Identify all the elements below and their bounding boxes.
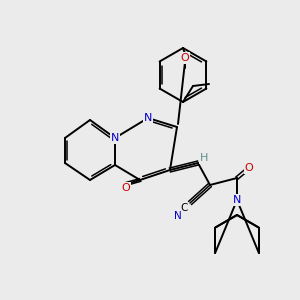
Text: H: H [200,153,208,163]
Text: O: O [181,53,189,63]
Text: O: O [122,183,130,193]
Text: N: N [111,133,119,143]
Text: N: N [174,211,182,221]
Text: C: C [180,203,188,213]
Text: N: N [144,113,152,123]
Text: O: O [244,163,253,173]
Text: N: N [233,195,241,205]
